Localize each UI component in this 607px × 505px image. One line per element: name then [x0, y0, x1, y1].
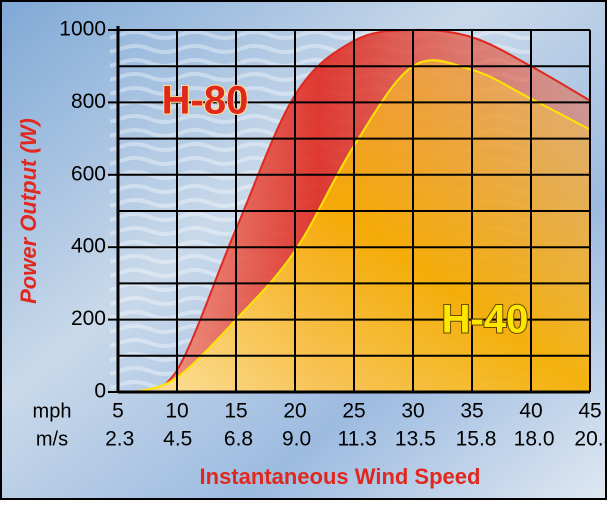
- x2-tick-label: 2.3: [105, 428, 134, 451]
- x-tick-label: 10: [165, 400, 188, 423]
- y-tick-label: 800: [71, 90, 106, 113]
- y-tick-label: 1000: [59, 18, 106, 41]
- x2-tick-label: 13.5: [395, 428, 436, 451]
- x2-tick-label: 20.3: [574, 428, 607, 451]
- x-unit-label: mph: [33, 400, 72, 422]
- x2-tick-label: 4.5: [163, 428, 192, 451]
- x2-tick-label: 6.8: [224, 428, 253, 451]
- x-tick-label: 40: [519, 400, 542, 423]
- x-tick-label: 30: [401, 400, 424, 423]
- x2-tick-label: 18.0: [514, 428, 555, 451]
- y-tick-label: 200: [71, 307, 106, 330]
- x-tick-label: 15: [224, 400, 247, 423]
- x-tick-label: 5: [112, 400, 124, 423]
- x2-tick-label: 9.0: [282, 428, 311, 451]
- series-line: [135, 28, 591, 393]
- x-tick-label: 25: [342, 400, 365, 423]
- y-tick-label: 400: [71, 235, 106, 258]
- x2-tick-label: 15.8: [456, 428, 497, 451]
- x-tick-label: 35: [460, 400, 483, 423]
- x2-unit-label: m/s: [36, 428, 68, 450]
- x-axis-title: Instantaneous Wind Speed: [200, 464, 481, 489]
- series-label: H-80: [162, 79, 249, 123]
- series-area: [135, 60, 590, 392]
- x-tick-label: 45: [578, 400, 601, 423]
- y-tick-label: 600: [71, 162, 106, 185]
- x2-tick-label: 11.3: [338, 428, 377, 451]
- series-label: H-40: [442, 298, 529, 342]
- y-tick-label: 0: [94, 380, 106, 403]
- y-axis-title: Power Output (W): [16, 118, 41, 304]
- x-tick-label: 20: [283, 400, 306, 423]
